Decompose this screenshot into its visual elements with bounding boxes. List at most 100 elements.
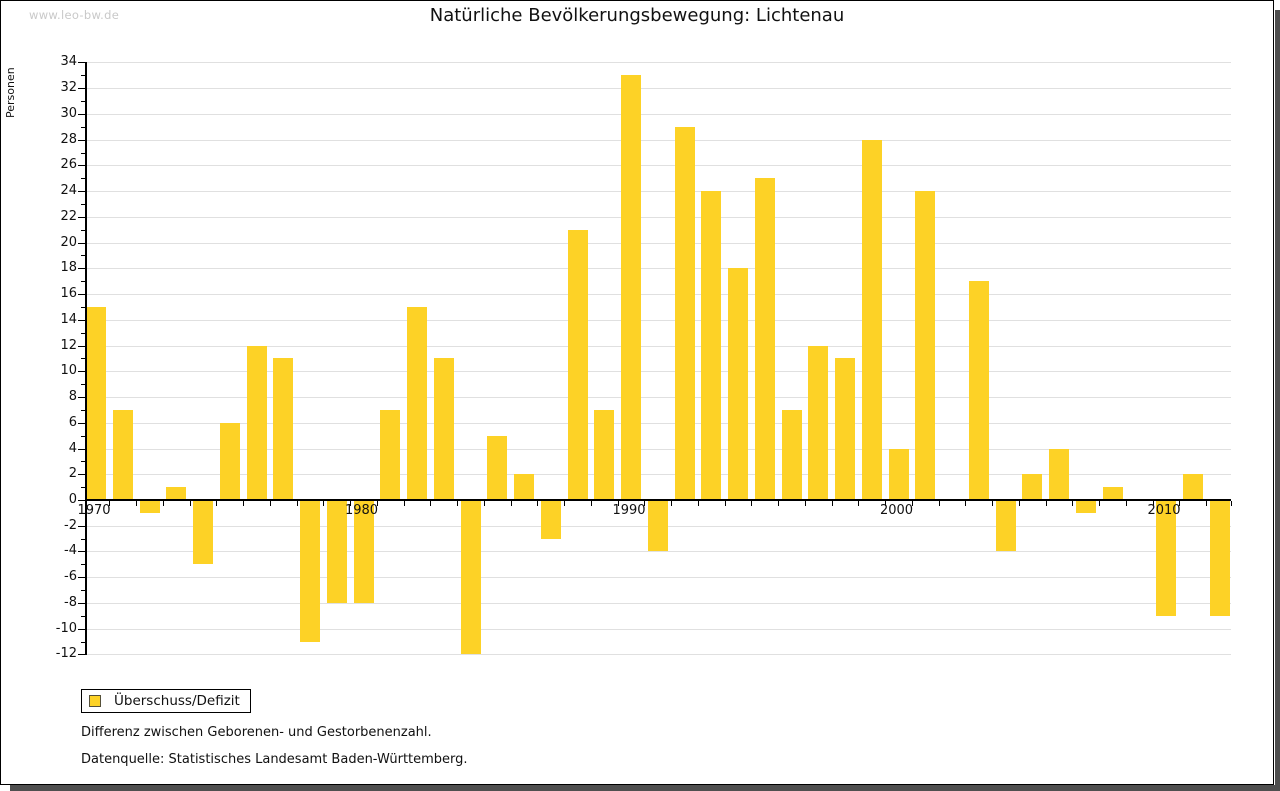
- bar: [139, 500, 160, 513]
- bar: [968, 281, 989, 500]
- y-tick-minor: [81, 203, 85, 205]
- x-tick: [858, 500, 860, 506]
- x-tick: [938, 500, 940, 506]
- bar: [326, 500, 347, 603]
- gridline: [86, 165, 1231, 167]
- y-tick-major: [78, 294, 85, 296]
- x-tick: [831, 500, 833, 506]
- y-tick-minor: [81, 126, 85, 128]
- x-tick: [590, 500, 592, 506]
- y-tick-minor: [81, 461, 85, 463]
- y-tick-label: 16: [60, 286, 77, 302]
- x-tick: [1072, 500, 1074, 506]
- y-tick-minor: [81, 590, 85, 592]
- bar: [460, 500, 481, 655]
- y-tick-major: [78, 216, 85, 218]
- bar: [166, 487, 187, 500]
- x-tick-label: 1970: [77, 503, 111, 518]
- panel-shadow-right: [1275, 10, 1280, 791]
- y-tick-label: 26: [60, 157, 77, 173]
- y-tick-minor: [81, 487, 85, 489]
- x-tick-label: 1990: [612, 503, 646, 518]
- y-tick-minor: [81, 435, 85, 437]
- x-axis-line: [85, 498, 1231, 501]
- bar: [193, 500, 213, 565]
- x-tick: [1206, 500, 1208, 506]
- x-tick: [216, 500, 218, 506]
- y-tick-label: 10: [60, 363, 77, 379]
- y-tick-major: [78, 139, 85, 141]
- watermark: www.leo-bw.de: [29, 8, 120, 22]
- y-tick-minor: [81, 101, 85, 103]
- bar: [754, 178, 775, 500]
- bar: [219, 422, 240, 500]
- legend-swatch-icon: [89, 695, 101, 707]
- x-tick: [1099, 500, 1101, 506]
- x-tick: [189, 500, 191, 506]
- x-tick: [376, 500, 378, 506]
- x-tick: [1179, 500, 1181, 506]
- bar: [1075, 500, 1096, 513]
- bar: [540, 500, 561, 539]
- footnote-description: Differenz zwischen Geborenen- und Gestor…: [81, 725, 432, 740]
- y-tick-label: 6: [68, 414, 77, 430]
- y-tick-major: [78, 397, 85, 399]
- x-tick: [323, 500, 325, 506]
- x-tick: [724, 500, 726, 506]
- x-tick-label: 2010: [1147, 503, 1181, 518]
- panel-shadow-bottom: [10, 785, 1280, 791]
- x-tick: [911, 500, 913, 506]
- y-tick-label: 8: [68, 389, 77, 405]
- x-tick: [162, 500, 164, 506]
- bar: [487, 435, 508, 500]
- y-tick-major: [78, 448, 85, 450]
- bar: [273, 358, 294, 500]
- y-tick-label: -12: [55, 646, 77, 662]
- y-tick-major: [78, 165, 85, 167]
- bar: [246, 345, 267, 500]
- y-tick-label: 34: [60, 54, 77, 70]
- y-tick-minor: [81, 564, 85, 566]
- y-tick-minor: [81, 641, 85, 643]
- y-tick-major: [78, 242, 85, 244]
- bar: [701, 191, 722, 500]
- y-tick-major: [78, 191, 85, 193]
- gridline: [86, 216, 1231, 218]
- y-tick-major: [78, 500, 85, 501]
- x-tick: [965, 500, 967, 506]
- gridline: [86, 319, 1231, 321]
- y-tick-minor: [81, 152, 85, 154]
- gridline: [86, 397, 1231, 399]
- x-tick: [537, 500, 539, 506]
- x-tick: [483, 500, 485, 506]
- y-tick-major: [78, 88, 85, 90]
- y-tick-minor: [81, 306, 85, 308]
- gridline: [86, 242, 1231, 244]
- bar: [1102, 487, 1123, 500]
- gridline: [86, 88, 1231, 90]
- y-tick-minor: [81, 178, 85, 180]
- x-tick: [1045, 500, 1047, 506]
- footnote-source: Datenquelle: Statistisches Landesamt Bad…: [81, 752, 468, 767]
- x-tick: [564, 500, 566, 506]
- x-tick: [885, 500, 887, 506]
- legend: Überschuss/Defizit: [81, 689, 251, 713]
- y-tick-minor: [81, 358, 85, 360]
- y-tick-minor: [81, 281, 85, 283]
- bar: [1049, 448, 1069, 500]
- y-tick-minor: [81, 615, 85, 617]
- page-title: Natürliche Bevölkerungsbewegung: Lichten…: [429, 5, 845, 26]
- x-tick-label: 2000: [879, 503, 914, 518]
- gridline: [86, 62, 1231, 64]
- y-tick-major: [78, 525, 85, 527]
- gridline: [86, 551, 1231, 553]
- x-tick: [1018, 500, 1020, 506]
- y-tick-label: 4: [68, 440, 77, 456]
- x-tick: [697, 500, 699, 506]
- y-tick-label: 0: [68, 492, 77, 507]
- gridline: [86, 448, 1231, 450]
- bar: [594, 409, 615, 500]
- y-tick-minor: [81, 332, 85, 334]
- gridline: [86, 191, 1231, 193]
